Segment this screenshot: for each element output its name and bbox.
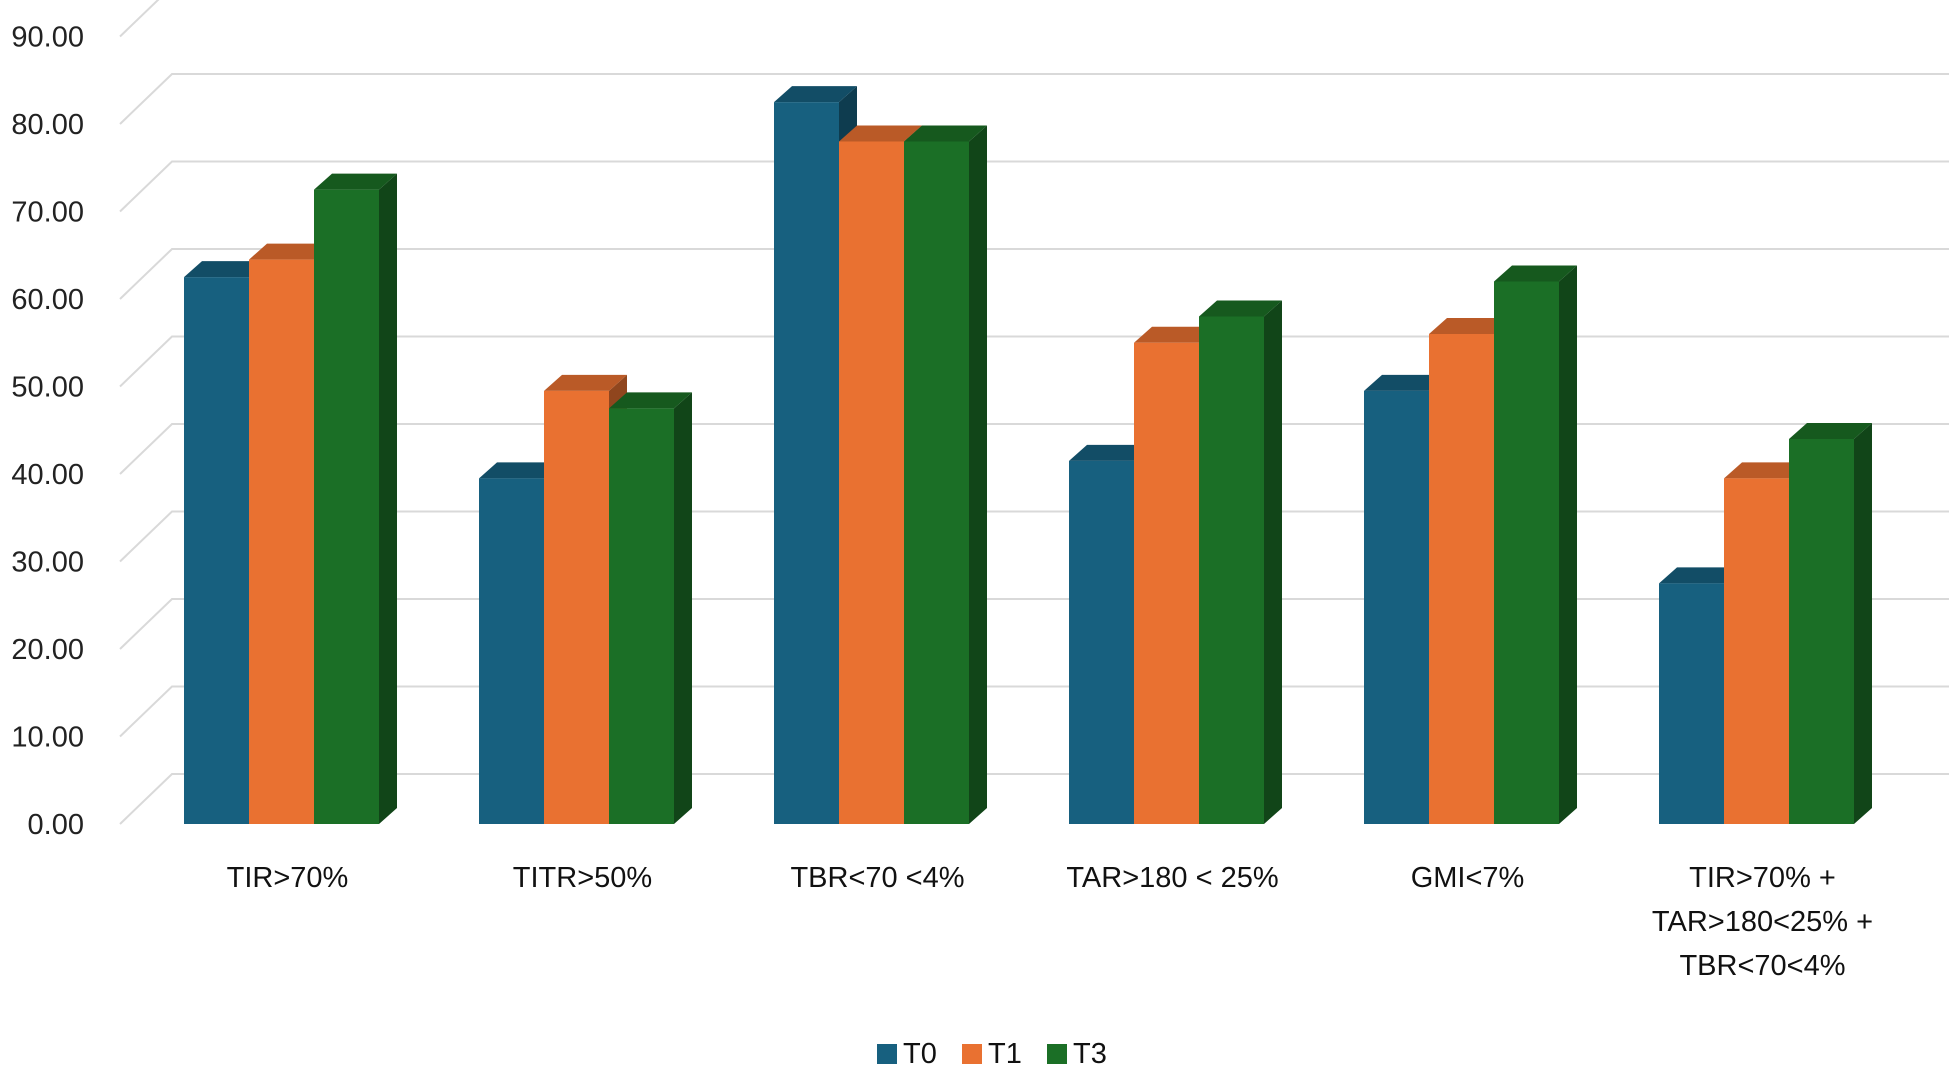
bar-t3-6 <box>1789 423 1872 824</box>
gridline <box>119 335 1949 388</box>
bars <box>184 86 1872 824</box>
legend-swatch <box>962 1044 982 1064</box>
x-category-label: TBR<70 <4% <box>790 862 964 894</box>
bar-top <box>609 392 692 409</box>
bar-front <box>1724 478 1789 824</box>
gridline <box>119 685 1949 738</box>
legend-item-t3: T3 <box>1047 1038 1107 1066</box>
x-category-label: TIR>70% + <box>1689 862 1836 894</box>
gridlines <box>119 0 1949 825</box>
bar-t3-2 <box>609 392 692 824</box>
bar-t3-4 <box>1199 300 1282 824</box>
legend-swatch <box>877 1044 897 1064</box>
bar-front <box>1429 334 1494 824</box>
bar-top <box>1069 444 1152 461</box>
legend-swatch <box>1047 1044 1067 1064</box>
bar-side <box>1854 423 1872 824</box>
bar-front <box>1364 390 1429 824</box>
gridline <box>119 0 160 38</box>
bar-top <box>1364 374 1447 391</box>
legend-item-t0: T0 <box>877 1038 937 1066</box>
gridline <box>119 160 1949 213</box>
bar-top <box>1429 318 1512 334</box>
bar-top <box>1659 567 1742 584</box>
bar-top <box>1134 326 1217 343</box>
bar-front <box>544 390 609 824</box>
bar-top <box>314 173 397 190</box>
x-category-label: TAR>180 < 25% <box>1066 862 1278 894</box>
bar-front <box>839 141 904 824</box>
bar-side <box>1264 300 1282 824</box>
bar-top <box>544 374 627 391</box>
bar-front <box>1789 439 1854 824</box>
x-category-label: TAR>180<25% + <box>1652 906 1873 938</box>
gridline <box>119 423 1949 475</box>
gridline <box>119 598 1949 650</box>
bar-top <box>184 261 267 278</box>
y-tick-label: 80.00 <box>11 109 84 141</box>
bar-top <box>904 125 987 142</box>
y-tick-label: 60.00 <box>11 284 84 316</box>
x-category-label: TIR>70% <box>227 862 349 894</box>
y-tick-label: 90.00 <box>11 22 84 54</box>
bar-top <box>1494 265 1577 282</box>
legend: T0 T1 T3 <box>877 1038 1107 1066</box>
gridline <box>119 73 1949 125</box>
bar-front <box>479 478 544 824</box>
y-tick-label: 0.00 <box>28 809 84 841</box>
x-category-label: TBR<70<4% <box>1679 950 1845 982</box>
bar-front <box>184 277 249 824</box>
bar-top <box>839 125 922 142</box>
y-tick-label: 10.00 <box>11 722 84 754</box>
legend-label: T1 <box>988 1038 1022 1066</box>
bar-top <box>774 86 857 103</box>
bar-side <box>379 173 397 824</box>
bar-top <box>249 243 332 260</box>
gridline <box>119 510 1949 563</box>
legend-label: T0 <box>903 1038 937 1066</box>
gridline <box>119 248 1949 300</box>
y-tick-label: 70.00 <box>11 197 84 229</box>
bar-t3-5 <box>1494 265 1577 824</box>
bar-side <box>674 392 692 824</box>
bar-t3-1 <box>314 173 397 824</box>
bar-top <box>1724 462 1807 479</box>
bar-top <box>1199 300 1282 317</box>
bar-front <box>1069 460 1134 824</box>
bar-t3-3 <box>904 125 987 824</box>
bar-front <box>609 408 674 824</box>
y-tick-label: 40.00 <box>11 459 84 491</box>
bar-front <box>904 141 969 824</box>
bar-side <box>1559 265 1577 824</box>
bar-front <box>1659 583 1724 824</box>
x-axis-category-labels: TIR>70% TITR>50% TBR<70 <4% TAR>180 < 25% GM… <box>227 862 1873 982</box>
bar-front <box>1134 342 1199 824</box>
bar-top <box>479 462 562 479</box>
bar-top <box>1789 423 1872 439</box>
y-tick-label: 20.00 <box>11 634 84 666</box>
gridline <box>119 773 1949 825</box>
bar-front <box>774 102 839 824</box>
x-category-label: TITR>50% <box>513 862 652 894</box>
bar-side <box>969 125 987 824</box>
bar-front <box>249 259 314 824</box>
y-tick-label: 50.00 <box>11 372 84 404</box>
bar-front <box>314 189 379 824</box>
x-category-label: GMI<7% <box>1411 862 1525 894</box>
legend-label: T3 <box>1073 1038 1107 1066</box>
y-tick-label: 30.00 <box>11 547 84 579</box>
bar-front <box>1494 281 1559 824</box>
y-axis-tick-labels: 0.00 10.00 20.00 30.00 40.00 50.00 60.00 70.00 8… <box>11 22 84 842</box>
bar-front <box>1199 316 1264 824</box>
legend-item-t1: T1 <box>962 1038 1022 1066</box>
